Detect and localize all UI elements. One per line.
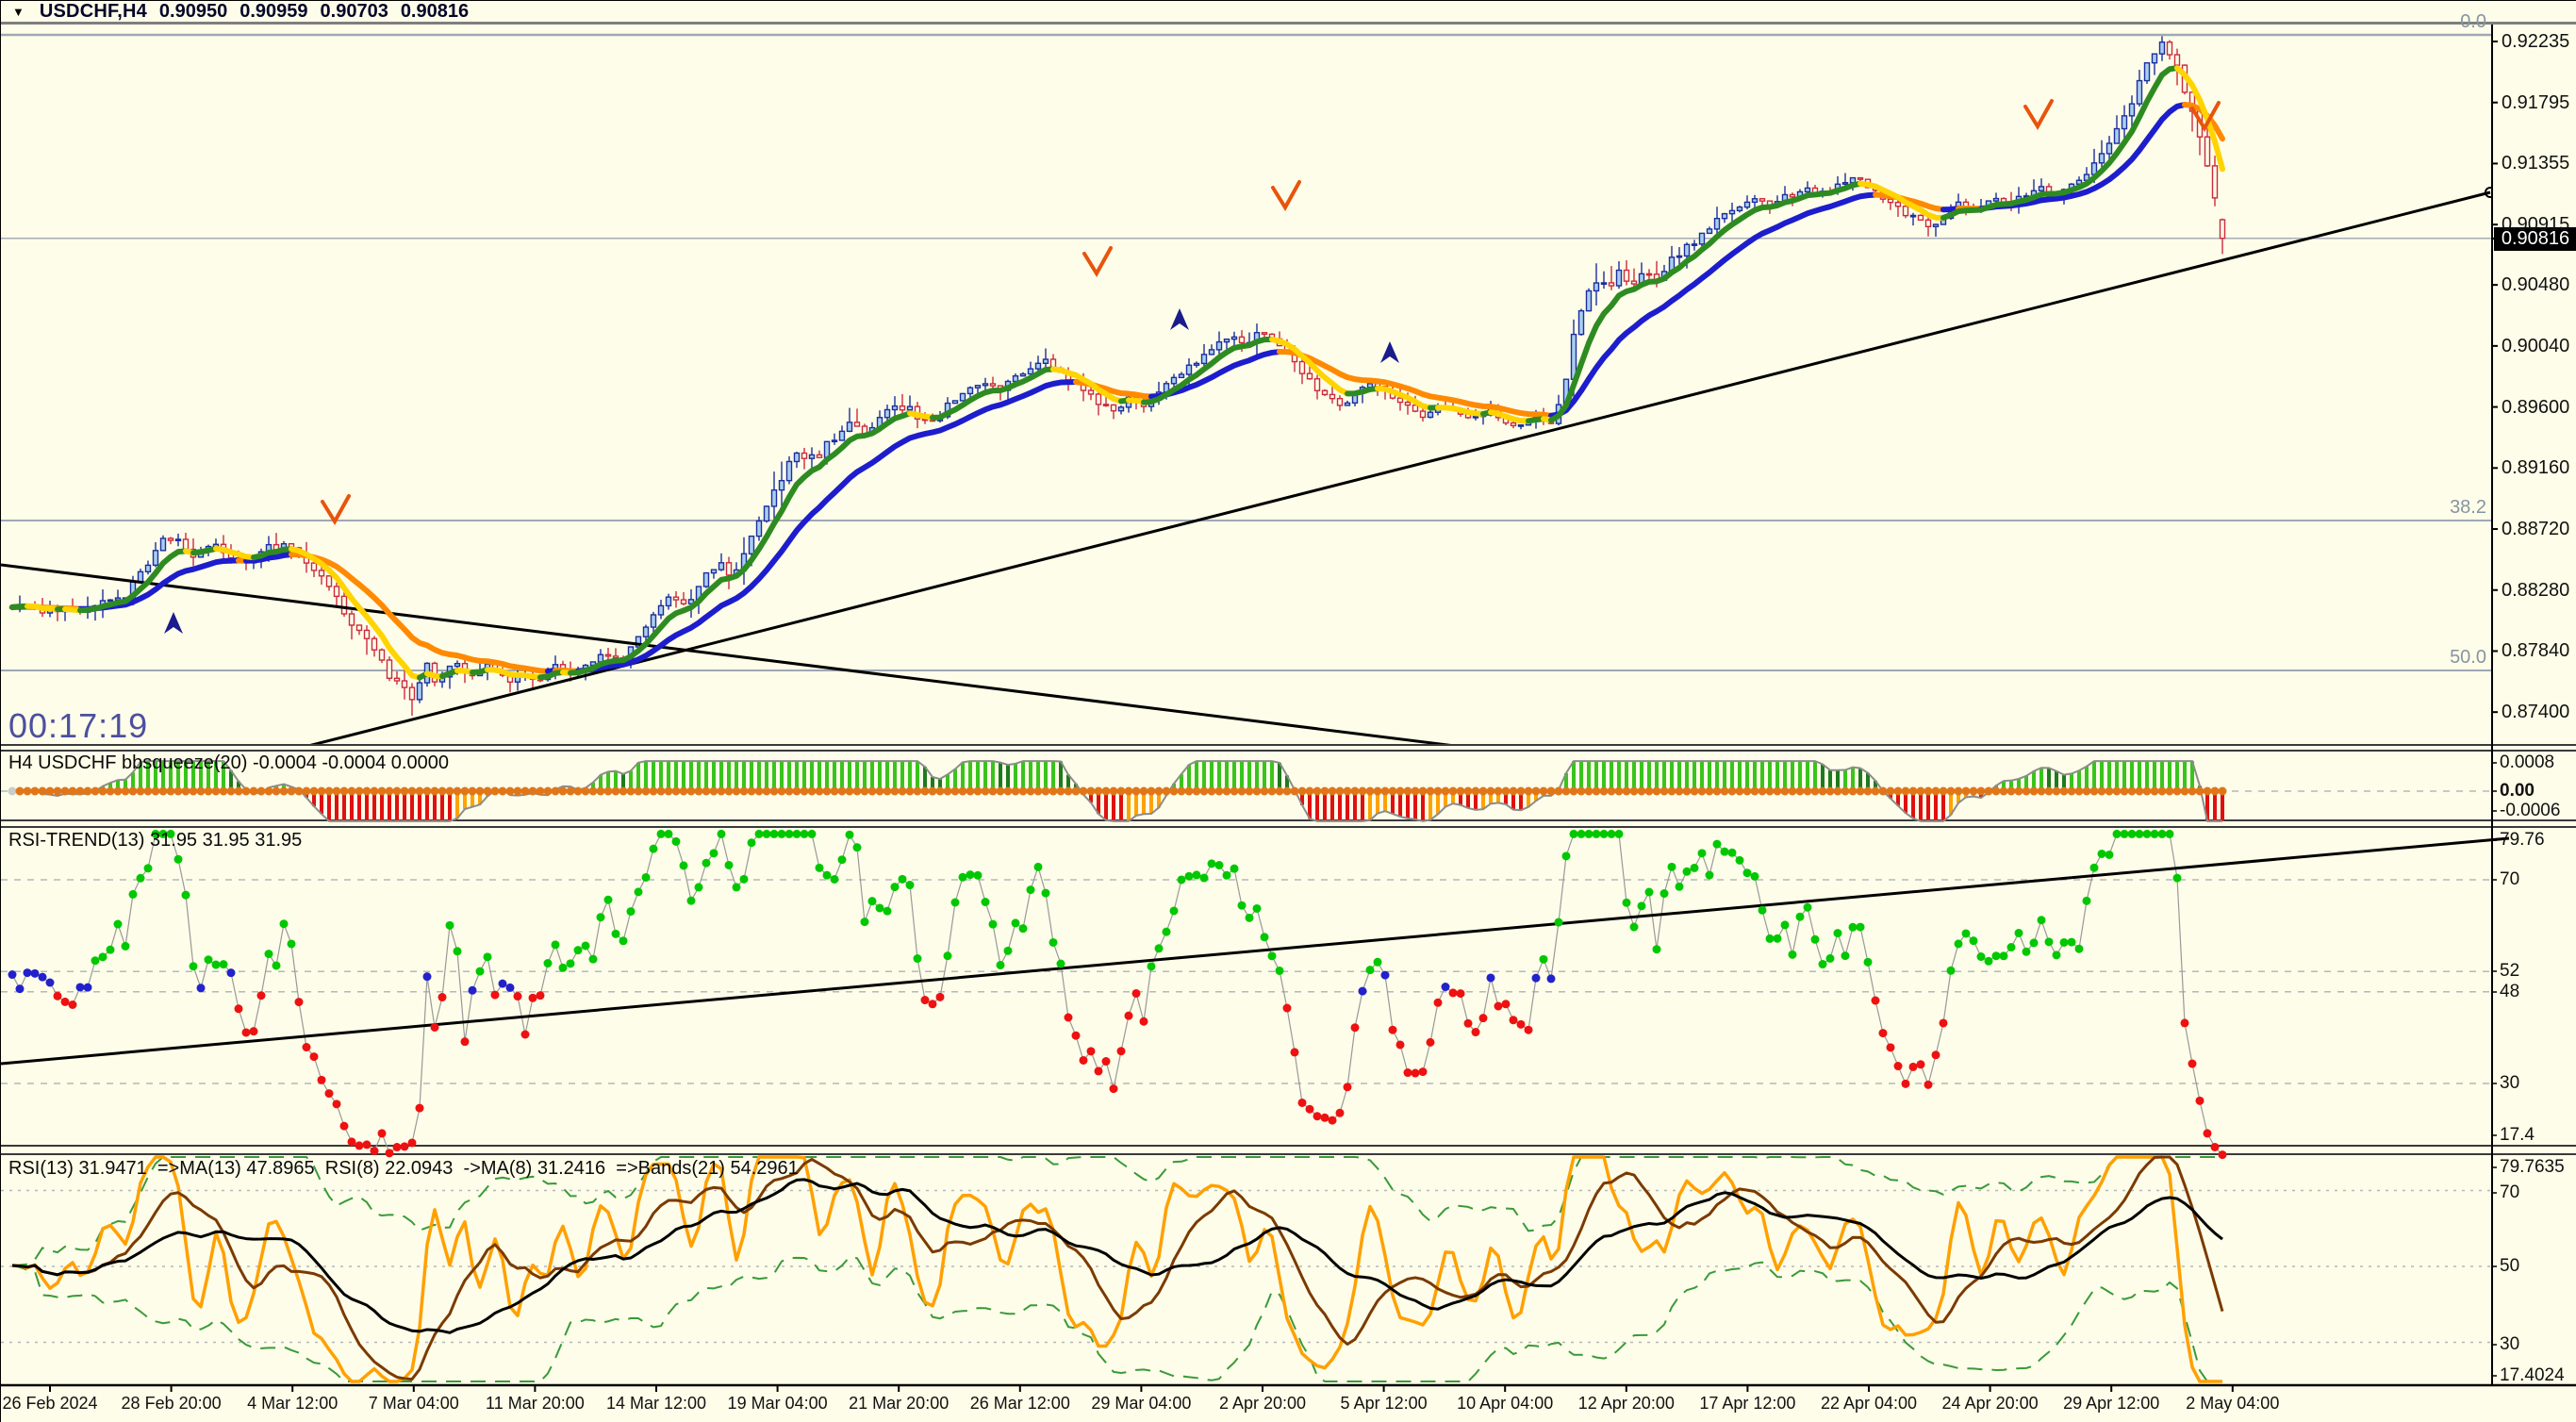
rsi-trend-axis-label: 79.76 <box>2500 830 2545 850</box>
sell-signal-arrow-icon <box>2023 99 2054 130</box>
sell-signal-arrow-icon <box>1271 180 1301 211</box>
pane-label-rsi-trend: RSI-TREND(13) 31.95 31.95 31.95 <box>8 830 303 851</box>
candle-countdown-clock: 00:17:19 <box>8 706 149 745</box>
time-axis-label: 29 Mar 04:00 <box>1091 1394 1192 1413</box>
chart-header: ▼ USDCHF,H4 0.90950 0.90959 0.90703 0.90… <box>1 1 2576 22</box>
time-axis-label: 21 Mar 20:00 <box>849 1394 949 1413</box>
header-divider <box>1 22 2576 25</box>
band-lower-line <box>11 1256 2222 1382</box>
rsi-bands-axis-label: 17.4024 <box>2500 1365 2565 1385</box>
price-axis-label: 0.88280 <box>2502 579 2570 601</box>
time-axis-label: 26 Mar 12:00 <box>969 1394 1070 1413</box>
bbsqueeze-axis-label: -0.0006 <box>2500 801 2561 820</box>
trendline-endpoint <box>2485 187 2492 198</box>
time-axis-label: 17 Apr 12:00 <box>1699 1394 1796 1413</box>
sell-signal-arrow-icon <box>321 494 351 525</box>
price-axis-label: 0.91795 <box>2502 91 2570 113</box>
symbol-period-label: USDCHF,H4 <box>39 0 147 22</box>
trendline <box>305 190 2491 745</box>
time-axis-label: 2 Apr 20:00 <box>1218 1394 1307 1413</box>
pane-label-rsi-bands: RSI(13) 31.9471 =>MA(13) 47.8965 RSI(8) … <box>8 1158 799 1179</box>
price-axis-label: 0.92235 <box>2502 31 2570 52</box>
rsi-trend-axis-label: 52 <box>2500 961 2520 981</box>
price-axis-label: 0.88720 <box>2502 519 2570 540</box>
symbol-dropdown-icon[interactable]: ▼ <box>12 4 25 19</box>
bbsqueeze-axis-label: 0.00 <box>2500 781 2535 801</box>
buy-signal-arrow-icon <box>1170 308 1189 330</box>
ohlc-high: 0.90959 <box>239 0 308 22</box>
rsi-trend-connector <box>11 832 2223 1156</box>
rsi-bands-axis-label: 70 <box>2500 1182 2520 1202</box>
buy-signal-arrow-icon <box>1380 341 1399 363</box>
ma13-line <box>11 1178 2223 1334</box>
price-axis-label: 0.89600 <box>2502 396 2570 418</box>
rsi-bands-axis-label: 30 <box>2500 1334 2520 1354</box>
buy-signal-arrow-icon <box>164 612 183 634</box>
rsi8-line <box>11 1155 2222 1383</box>
time-axis-label: 29 Apr 12:00 <box>2063 1394 2160 1413</box>
bbsqueeze-axis-label: 0.0008 <box>2500 752 2555 772</box>
candles <box>8 36 2226 716</box>
main-price-pane <box>1 33 2492 745</box>
time-axis-label: 28 Feb 20:00 <box>121 1394 222 1413</box>
rsi-trend-axis-label: 17.4 <box>2500 1125 2535 1145</box>
ohlc-close: 0.90816 <box>400 0 470 22</box>
price-axis-label: 0.90040 <box>2502 335 2570 356</box>
rsi-trend-axis-label: 48 <box>2500 982 2520 1001</box>
price-axis-label: 0.87840 <box>2502 640 2570 662</box>
rsi-trendline <box>1 836 2510 1066</box>
fast-ma-line <box>9 65 2225 681</box>
price-axis-label: 0.91355 <box>2502 153 2570 174</box>
price-axis-label: 0.87400 <box>2502 702 2570 723</box>
sell-signal-arrow-icon <box>2190 101 2221 132</box>
trendline <box>1 563 1460 745</box>
price-axis-label: 0.90915 <box>2502 214 2570 236</box>
price-axis-label: 0.90480 <box>2502 274 2570 296</box>
rsi-bands-axis-label: 50 <box>2500 1256 2520 1276</box>
band-upper-line <box>11 1156 2222 1267</box>
time-axis-label: 12 Apr 20:00 <box>1577 1394 1675 1413</box>
ma8-line <box>11 1155 2224 1381</box>
fib-level-label: 0.0 <box>2460 11 2486 32</box>
ohlc-low: 0.90703 <box>320 0 388 22</box>
rsi-trend-axis-label: 70 <box>2500 869 2520 889</box>
current-price-badge: 0.90816 <box>2492 227 2576 251</box>
squeeze-envelope-line <box>11 760 2222 822</box>
rsi-bands-axis-label: 79.7635 <box>2500 1157 2565 1177</box>
time-axis-label: 14 Mar 12:00 <box>605 1394 707 1413</box>
time-axis-label: 7 Mar 04:00 <box>368 1394 459 1413</box>
time-axis-label: 2 May 04:00 <box>2186 1394 2280 1413</box>
time-axis-label: 26 Feb 2024 <box>2 1394 98 1413</box>
time-axis-label: 10 Apr 04:00 <box>1457 1394 1554 1413</box>
sell-signal-arrow-icon <box>1082 246 1113 277</box>
ohlc-open: 0.90950 <box>158 0 228 22</box>
time-axis-label: 11 Mar 20:00 <box>486 1394 585 1413</box>
pane-label-bbsqueeze: H4 USDCHF bbsqueeze(20) -0.0004 -0.0004 … <box>8 752 449 773</box>
time-axis-label: 4 Mar 12:00 <box>247 1394 339 1413</box>
time-axis-label: 19 Mar 04:00 <box>727 1394 828 1413</box>
price-axis-label: 0.89160 <box>2502 457 2570 479</box>
rsi-trend-axis-label: 30 <box>2500 1073 2520 1093</box>
time-axis-label: 22 Apr 04:00 <box>1820 1394 1918 1413</box>
time-axis-label: 5 Apr 12:00 <box>1340 1394 1428 1413</box>
bbsqueeze-pane <box>1 760 2492 822</box>
fib-level-label: 50.0 <box>2450 647 2486 668</box>
fib-level-label: 38.2 <box>2450 497 2486 518</box>
rsi-trend-pane <box>1 829 2510 1160</box>
rsi-bands-pane <box>1 1155 2492 1383</box>
time-axis-label: 24 Apr 20:00 <box>1941 1394 2039 1413</box>
